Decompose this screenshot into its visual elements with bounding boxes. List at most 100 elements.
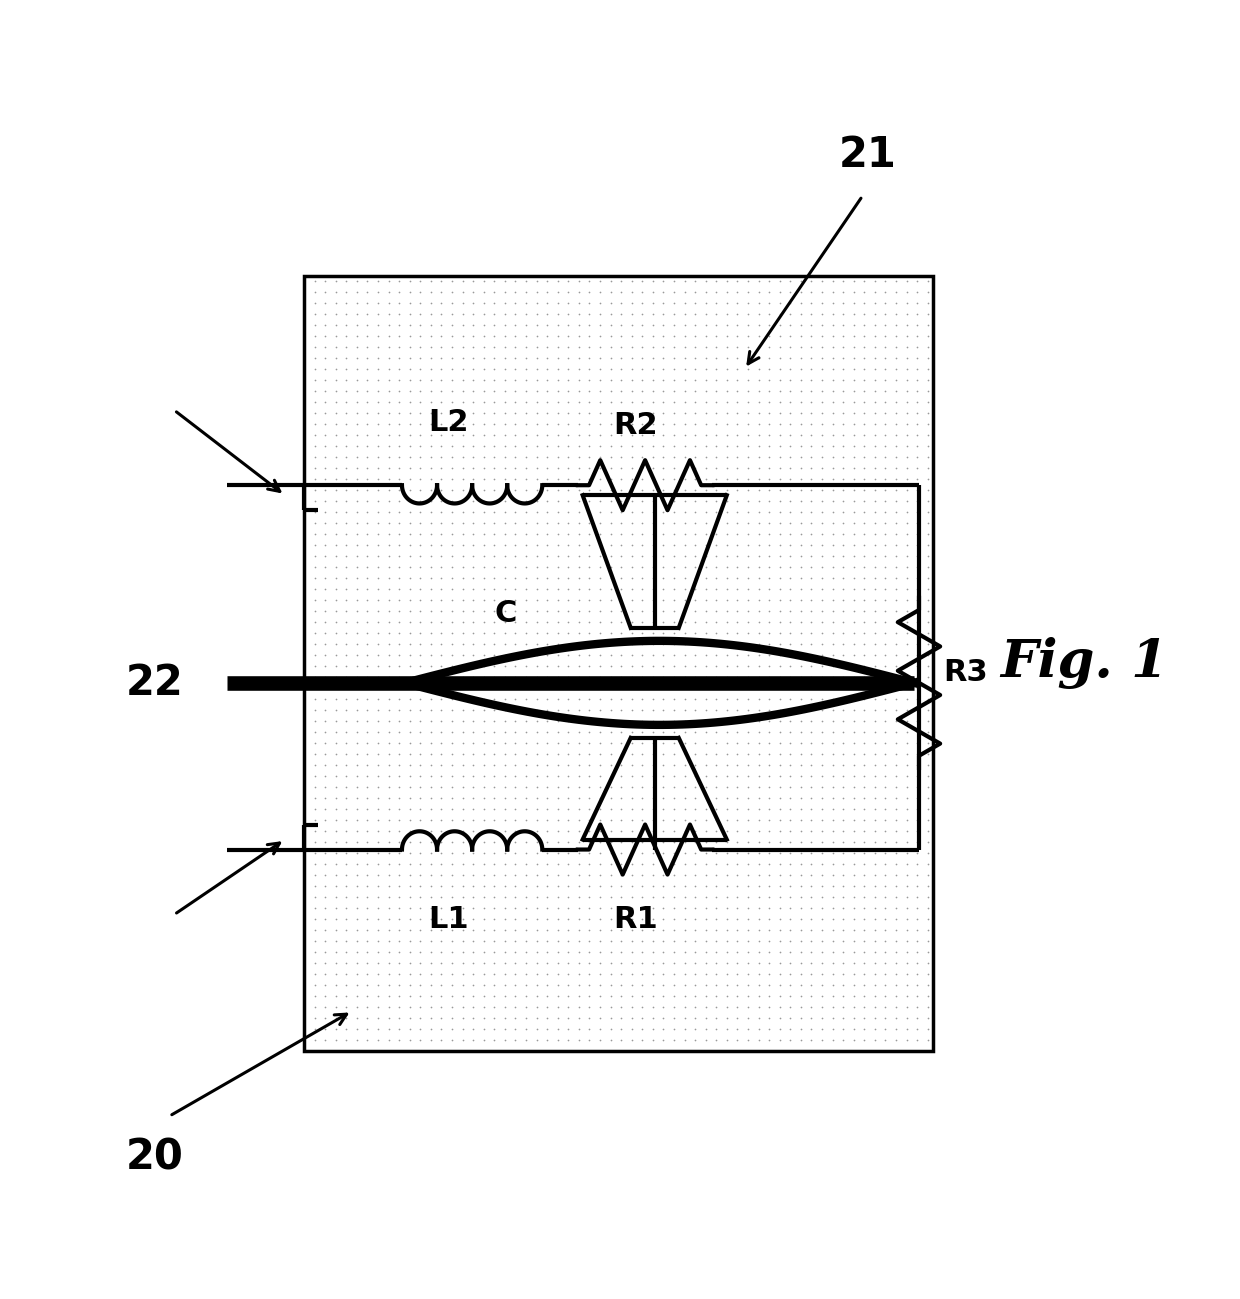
Point [822, 787, 842, 808]
Point [749, 348, 769, 369]
Point [791, 920, 811, 940]
Point [854, 644, 874, 665]
Point [441, 821, 461, 842]
Point [600, 755, 620, 776]
Point [665, 381, 684, 401]
Point [315, 809, 335, 830]
Point [728, 314, 748, 335]
Point [516, 282, 536, 303]
Point [717, 622, 737, 643]
Point [822, 920, 842, 940]
Point [759, 304, 779, 325]
Point [485, 523, 505, 544]
Point [653, 326, 673, 347]
Point [516, 523, 536, 544]
Point [485, 942, 505, 963]
Point [864, 678, 884, 699]
Point [738, 590, 758, 611]
Point [812, 348, 832, 369]
Point [305, 809, 325, 830]
Point [621, 622, 641, 643]
Point [738, 853, 758, 874]
Point [611, 666, 631, 687]
Point [368, 644, 388, 665]
Point [707, 435, 727, 456]
Point [315, 1008, 335, 1029]
Point [399, 1008, 419, 1029]
Point [305, 359, 325, 379]
Point [801, 865, 821, 886]
Point [833, 700, 853, 721]
Point [558, 920, 578, 940]
Point [357, 491, 377, 512]
Point [495, 777, 515, 798]
Point [897, 865, 916, 886]
Point [432, 578, 451, 599]
Point [600, 887, 620, 908]
Point [642, 1008, 662, 1029]
Point [707, 930, 727, 951]
Point [801, 964, 821, 985]
Point [474, 942, 494, 963]
Point [812, 535, 832, 556]
Point [686, 556, 706, 577]
Point [420, 413, 440, 434]
Point [336, 578, 356, 599]
Point [717, 974, 737, 995]
Point [897, 546, 916, 566]
Point [717, 656, 737, 677]
Point [527, 777, 547, 798]
Point [822, 688, 842, 709]
Point [420, 964, 440, 985]
Point [864, 326, 884, 347]
Text: 20: 20 [126, 1137, 184, 1178]
Point [600, 974, 620, 995]
Point [707, 479, 727, 500]
Point [686, 974, 706, 995]
Point [527, 469, 547, 490]
Point [378, 678, 398, 699]
Point [485, 755, 505, 776]
Point [854, 348, 874, 369]
Point [389, 546, 409, 566]
Point [854, 799, 874, 820]
Point [453, 996, 472, 1017]
Point [887, 688, 906, 709]
Point [653, 743, 673, 764]
Point [738, 765, 758, 786]
Point [843, 612, 863, 633]
Point [305, 853, 325, 874]
Point [632, 270, 652, 291]
Point [728, 996, 748, 1017]
Point [495, 292, 515, 313]
Point [675, 447, 694, 468]
Point [464, 326, 484, 347]
Point [485, 799, 505, 820]
Point [621, 513, 641, 534]
Point [495, 909, 515, 930]
Point [653, 887, 673, 908]
Point [833, 678, 853, 699]
Point [897, 656, 916, 677]
Point [537, 546, 557, 566]
Point [632, 501, 652, 522]
Point [749, 722, 769, 743]
Point [558, 688, 578, 709]
Point [305, 666, 325, 687]
Point [801, 501, 821, 522]
Point [780, 546, 800, 566]
Point [600, 666, 620, 687]
Point [822, 909, 842, 930]
Point [833, 282, 853, 303]
Point [632, 556, 652, 577]
Point [378, 974, 398, 995]
Point [854, 876, 874, 896]
Point [432, 590, 451, 611]
Point [632, 920, 652, 940]
Point [485, 469, 505, 490]
Point [822, 590, 842, 611]
Point [506, 326, 526, 347]
Point [717, 348, 737, 369]
Point [558, 403, 578, 423]
Point [801, 656, 821, 677]
